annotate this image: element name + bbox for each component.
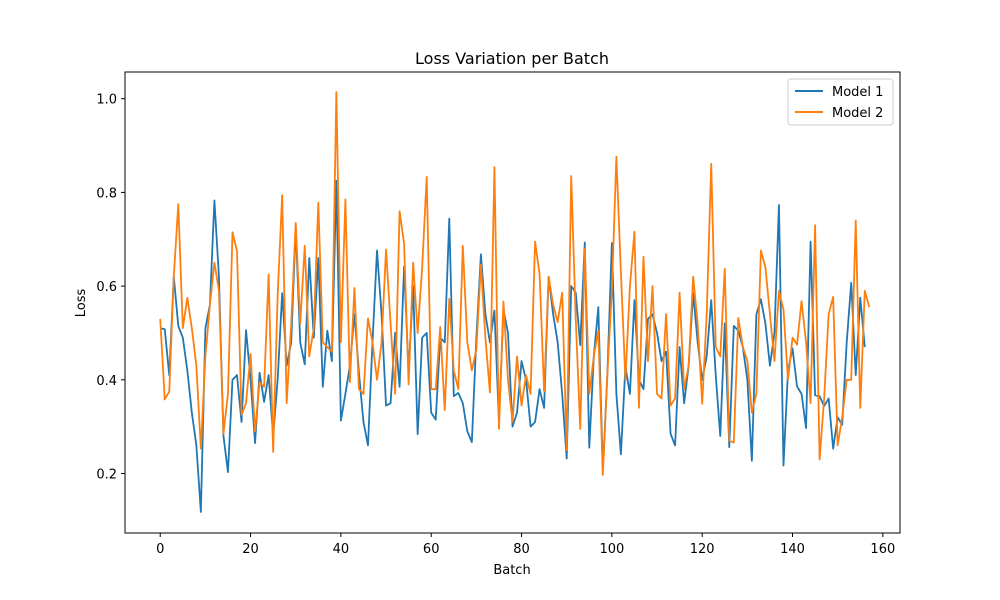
x-axis-label: Batch: [493, 563, 530, 578]
x-tick-label: 40: [333, 542, 350, 557]
x-tick-label: 60: [423, 542, 440, 557]
y-tick-label: 0.2: [96, 468, 117, 483]
series-line-model-2: [159, 91, 871, 476]
x-tick-label: 120: [690, 542, 715, 557]
x-tick-label: 140: [780, 542, 805, 557]
series-layer: [159, 91, 871, 513]
series-line-model-1: [160, 179, 866, 513]
y-tick-label: 1.0: [96, 93, 117, 108]
chart-title: Loss Variation per Batch: [415, 49, 609, 68]
x-tick-label: 20: [242, 542, 259, 557]
x-tick-label: 80: [513, 542, 530, 557]
axes-frame: [124, 71, 901, 534]
x-tick-label: 160: [870, 542, 895, 557]
x-tick-label: 100: [599, 542, 624, 557]
y-axis-ticks: 0.2 0.4 0.6 0.8 1.0: [96, 93, 125, 483]
legend-label-model-1: Model 1: [832, 85, 883, 100]
y-axis-label: Loss: [74, 289, 89, 318]
x-axis-ticks: 0 20 40 60 80 100 120 140 160: [156, 533, 895, 557]
y-tick-label: 0.8: [96, 186, 117, 201]
y-tick-label: 0.4: [96, 374, 117, 389]
legend-label-model-2: Model 2: [832, 106, 883, 121]
y-tick-label: 0.6: [96, 280, 117, 295]
plot-area: [124, 71, 901, 534]
legend: Model 1 Model 2: [787, 78, 894, 126]
x-tick-label: 0: [156, 542, 164, 557]
